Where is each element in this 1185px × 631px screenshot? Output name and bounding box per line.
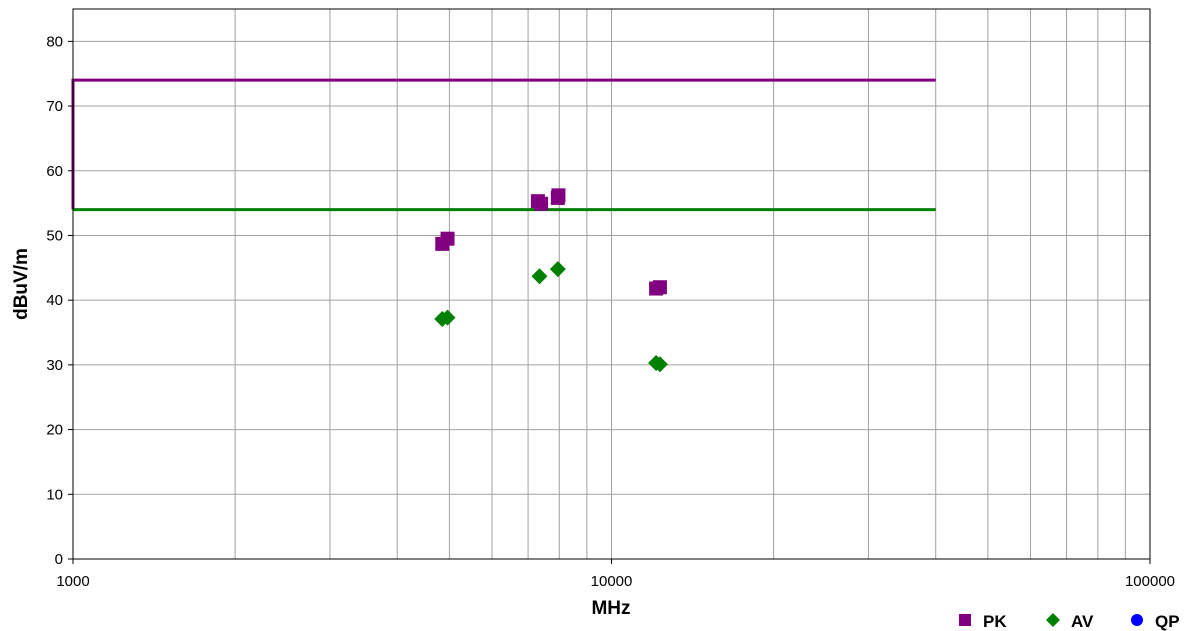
y-tick-label: 80 xyxy=(46,33,63,50)
av-data-point xyxy=(651,356,668,373)
y-tick-label: 20 xyxy=(46,422,63,439)
x-axis-ticks: 1000 10000 100000 xyxy=(56,559,1175,590)
x-tick-label: 10000 xyxy=(591,573,633,590)
av-legend-label: AV xyxy=(1071,612,1094,631)
y-axis-ticks: 0 10 20 30 40 50 60 70 80 xyxy=(46,33,73,568)
av-data-point xyxy=(531,268,548,285)
pk-legend-marker xyxy=(959,614,971,626)
pk-data-point xyxy=(534,196,549,211)
legend: PK AV QP xyxy=(959,612,1180,631)
data-points xyxy=(434,188,668,373)
y-tick-label: 10 xyxy=(46,486,63,503)
y-tick-label: 70 xyxy=(46,98,63,115)
legend-item: AV xyxy=(1046,612,1094,631)
y-tick-label: 50 xyxy=(46,227,63,244)
x-axis-title: MHz xyxy=(591,598,630,619)
qp-legend-marker xyxy=(1131,614,1143,626)
av-data-point xyxy=(439,309,456,326)
x-tick-label: 1000 xyxy=(56,573,89,590)
pk-data-point xyxy=(652,280,667,295)
y-axis-title: dBuV/m xyxy=(11,248,32,320)
x-tick-label: 100000 xyxy=(1125,573,1175,590)
av-data-point xyxy=(549,261,566,278)
legend-item: QP xyxy=(1131,612,1180,631)
legend-item: PK xyxy=(959,612,1007,631)
pk-data-point xyxy=(440,231,455,246)
y-tick-label: 40 xyxy=(46,292,63,309)
y-tick-label: 30 xyxy=(46,357,63,374)
qp-legend-label: QP xyxy=(1155,612,1180,631)
y-tick-label: 0 xyxy=(55,551,63,568)
pk-data-point xyxy=(551,188,566,203)
y-tick-label: 60 xyxy=(46,163,63,180)
pk-legend-label: PK xyxy=(983,612,1007,631)
av-legend-marker xyxy=(1046,613,1060,627)
